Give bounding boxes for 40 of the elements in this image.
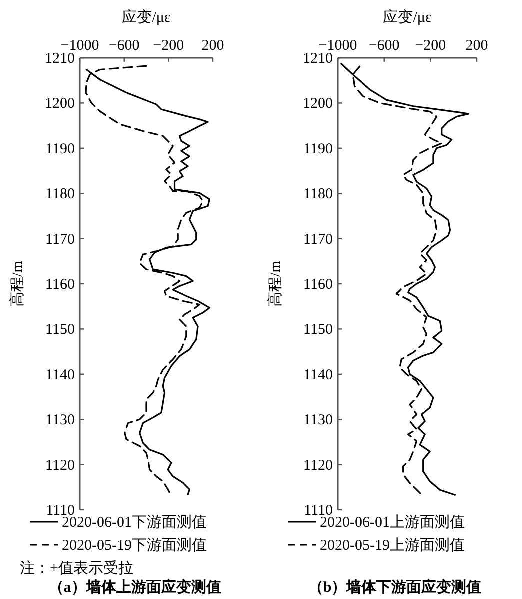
y-tick-label: 1150 (46, 322, 75, 338)
y-tick-label: 1130 (46, 412, 75, 429)
y-tick-label: 1120 (46, 458, 75, 474)
x-tick-label: −600 (368, 38, 400, 54)
x-axis-title: 应变/με (383, 9, 432, 26)
y-axis-title: 高程/m (267, 260, 284, 307)
text: （b）墙体下游面应变测值 (308, 578, 482, 596)
y-tick-label: 1200 (303, 96, 333, 112)
y-tick-label: 1120 (304, 458, 333, 474)
y-tick-label: 1130 (304, 412, 333, 429)
x-tick-label: −1000 (60, 38, 100, 54)
y-tick-label: 1190 (304, 141, 333, 158)
y-tick-label: 1180 (46, 186, 75, 203)
line-series (340, 63, 470, 496)
y-tick-label: 1140 (304, 367, 333, 384)
x-tick-label: −200 (415, 38, 446, 54)
x-tick-label: 200 (202, 38, 224, 54)
y-tick-label: 1170 (46, 232, 75, 248)
y-tick-label: 1190 (46, 141, 75, 158)
y-tick-label: 1160 (46, 277, 75, 293)
x-tick-label: 200 (466, 38, 488, 54)
legend-label: 2020-05-19下游面测值 (62, 537, 207, 554)
y-tick-label: 1160 (304, 277, 333, 293)
y-axis-title: 高程/m (9, 260, 26, 307)
y-tick-label: 1180 (304, 186, 333, 203)
legend-label: 2020-06-01上游面测值 (320, 514, 465, 531)
y-tick-label: 1210 (303, 51, 333, 67)
text: （a）墙体上游面应变测值 (48, 578, 222, 596)
x-tick-label: −1000 (318, 38, 358, 54)
legend-label: 2020-06-01下游面测值 (62, 514, 207, 531)
legend-label: 2020-05-19上游面测值 (320, 537, 465, 554)
text: 注：+值表示受拉 (20, 560, 134, 577)
x-tick-label: −200 (153, 38, 184, 54)
y-tick-label: 1210 (45, 51, 75, 67)
y-tick-label: 1150 (304, 322, 333, 338)
x-axis-title: 应变/με (122, 9, 171, 26)
y-tick-label: 1200 (45, 96, 75, 112)
y-tick-label: 1140 (46, 367, 75, 384)
x-tick-label: −600 (108, 38, 140, 54)
y-tick-label: 1170 (304, 232, 333, 248)
